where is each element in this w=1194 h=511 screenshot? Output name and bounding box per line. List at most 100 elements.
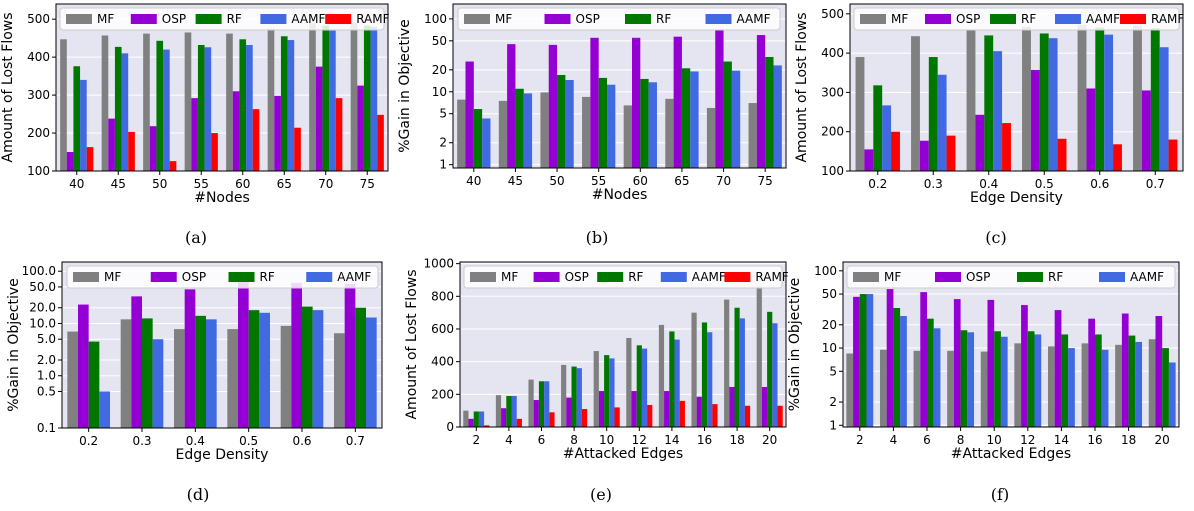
bar-mf-20 bbox=[1148, 339, 1156, 427]
y-tick-label: 200 bbox=[431, 387, 454, 401]
y-tick-label: 5.0 bbox=[37, 332, 56, 346]
x-tick-label: 8 bbox=[570, 433, 578, 447]
x-tick-label: 12 bbox=[1020, 433, 1035, 447]
bar-mf-14 bbox=[1047, 346, 1055, 427]
bar-mf-4 bbox=[495, 395, 502, 427]
bar-aamf-16 bbox=[707, 332, 713, 427]
x-tick-label: 6 bbox=[923, 433, 931, 447]
bar-osp-8 bbox=[953, 299, 961, 427]
x-tick-label: 14 bbox=[664, 433, 679, 447]
bar-aamf-8 bbox=[967, 332, 975, 427]
bar-mf-55 bbox=[582, 96, 591, 168]
y-tick-label: 300 bbox=[821, 85, 844, 99]
x-tick-label: 65 bbox=[674, 174, 689, 188]
bar-rf-6 bbox=[538, 381, 545, 427]
y-tick-label: 20 bbox=[432, 63, 447, 77]
y-tick-label: 200 bbox=[821, 125, 844, 139]
bar-osp-50 bbox=[149, 126, 157, 171]
bar-mf-0.6 bbox=[280, 325, 292, 428]
x-tick-label: 0.5 bbox=[1035, 177, 1054, 191]
bar-rf-0.3 bbox=[142, 318, 153, 428]
bar-rf-12 bbox=[636, 345, 642, 427]
bar-osp-16 bbox=[1088, 318, 1095, 427]
bar-aamf-50 bbox=[163, 49, 170, 171]
bar-ramf-0.6 bbox=[1113, 144, 1122, 171]
legend-label-osp: OSP bbox=[956, 12, 980, 26]
bar-mf-0.7 bbox=[1133, 25, 1142, 171]
y-tick-label: 5 bbox=[829, 364, 837, 378]
legend-swatch-rf bbox=[990, 14, 1016, 24]
y-tick-label: 2.0 bbox=[37, 353, 56, 367]
bar-osp-6 bbox=[533, 400, 539, 427]
bar-aamf-6 bbox=[933, 328, 941, 427]
bar-osp-0.7 bbox=[1141, 90, 1151, 171]
bar-aamf-2 bbox=[478, 411, 485, 427]
bar-osp-12 bbox=[631, 391, 637, 427]
bar-rf-14 bbox=[669, 331, 675, 427]
bar-ramf-65 bbox=[294, 127, 301, 171]
y-tick-label: 1.0 bbox=[37, 369, 56, 383]
y-tick-label: 20 bbox=[822, 318, 837, 332]
bar-aamf-65 bbox=[690, 71, 699, 168]
bar-ramf-0.5 bbox=[1057, 138, 1067, 171]
bar-ramf-6 bbox=[549, 412, 555, 427]
legend-label-ramf: RAMF bbox=[1151, 12, 1184, 26]
bar-mf-8 bbox=[947, 350, 954, 427]
bar-aamf-75 bbox=[773, 65, 782, 168]
bar-osp-0.3 bbox=[919, 140, 929, 171]
legend-label-rf: RF bbox=[1021, 12, 1036, 26]
y-tick-label: 20.0 bbox=[29, 301, 56, 315]
bar-osp-45 bbox=[108, 118, 115, 171]
legend-swatch-mf bbox=[860, 14, 886, 24]
panel-caption: (b) bbox=[586, 228, 609, 247]
bar-ramf-0.3 bbox=[946, 135, 956, 171]
bar-rf-2 bbox=[473, 411, 479, 427]
bar-rf-50 bbox=[156, 40, 164, 171]
x-tick-label: 75 bbox=[758, 174, 773, 188]
bar-rf-8 bbox=[571, 366, 577, 427]
legend-label-osp: OSP bbox=[162, 12, 186, 26]
bar-osp-0.7 bbox=[344, 283, 356, 428]
legend bbox=[846, 265, 1176, 289]
y-tick-label: 2 bbox=[829, 395, 837, 409]
bar-rf-60 bbox=[640, 78, 649, 168]
bar-mf-6 bbox=[913, 350, 921, 427]
bar-mf-70 bbox=[706, 107, 716, 168]
x-tick-label: 50 bbox=[549, 174, 564, 188]
y-tick-label: 200 bbox=[27, 126, 50, 140]
legend-label-aamf: AAMF bbox=[692, 270, 726, 284]
bar-rf-0.7 bbox=[355, 307, 366, 428]
x-tick-label: 16 bbox=[697, 433, 712, 447]
x-tick-label: 40 bbox=[69, 177, 84, 191]
bar-ramf-50 bbox=[169, 161, 177, 171]
bar-rf-18 bbox=[1128, 335, 1136, 427]
bar-mf-0.4 bbox=[174, 329, 185, 428]
bar-rf-55 bbox=[197, 44, 205, 172]
bar-rf-70 bbox=[723, 61, 732, 168]
bar-osp-0.6 bbox=[1086, 88, 1096, 171]
bar-ramf-18 bbox=[744, 405, 751, 427]
bar-aamf-14 bbox=[674, 339, 680, 427]
legend-label-mf: MF bbox=[501, 270, 518, 284]
bar-osp-0.3 bbox=[131, 296, 142, 428]
bar-osp-40 bbox=[66, 152, 74, 171]
legend-label-osp: OSP bbox=[565, 270, 589, 284]
bar-aamf-4 bbox=[511, 395, 517, 427]
bar-aamf-50 bbox=[565, 80, 574, 168]
legend bbox=[457, 7, 781, 31]
y-axis-label: %Gain in Objective bbox=[6, 278, 22, 412]
x-axis-label: #Nodes bbox=[194, 190, 250, 206]
bar-mf-40 bbox=[60, 39, 67, 171]
bar-mf-12 bbox=[1014, 343, 1022, 427]
panel-caption: (c) bbox=[985, 228, 1006, 247]
bar-aamf-18 bbox=[1135, 341, 1143, 427]
y-tick-label: 50 bbox=[822, 287, 837, 301]
x-tick-label: 16 bbox=[1087, 433, 1102, 447]
bar-osp-55 bbox=[191, 98, 198, 171]
bar-aamf-70 bbox=[329, 30, 336, 172]
bar-aamf-20 bbox=[772, 323, 778, 427]
chart-c: 100 200 300 400 500 0.2 0.3 0.4 0.5 0.6 0.7 Edge De… bbox=[794, 3, 1184, 247]
bar-mf-0.3 bbox=[911, 36, 920, 171]
bar-aamf-0.5 bbox=[259, 312, 270, 428]
bar-mf-50 bbox=[143, 33, 150, 171]
